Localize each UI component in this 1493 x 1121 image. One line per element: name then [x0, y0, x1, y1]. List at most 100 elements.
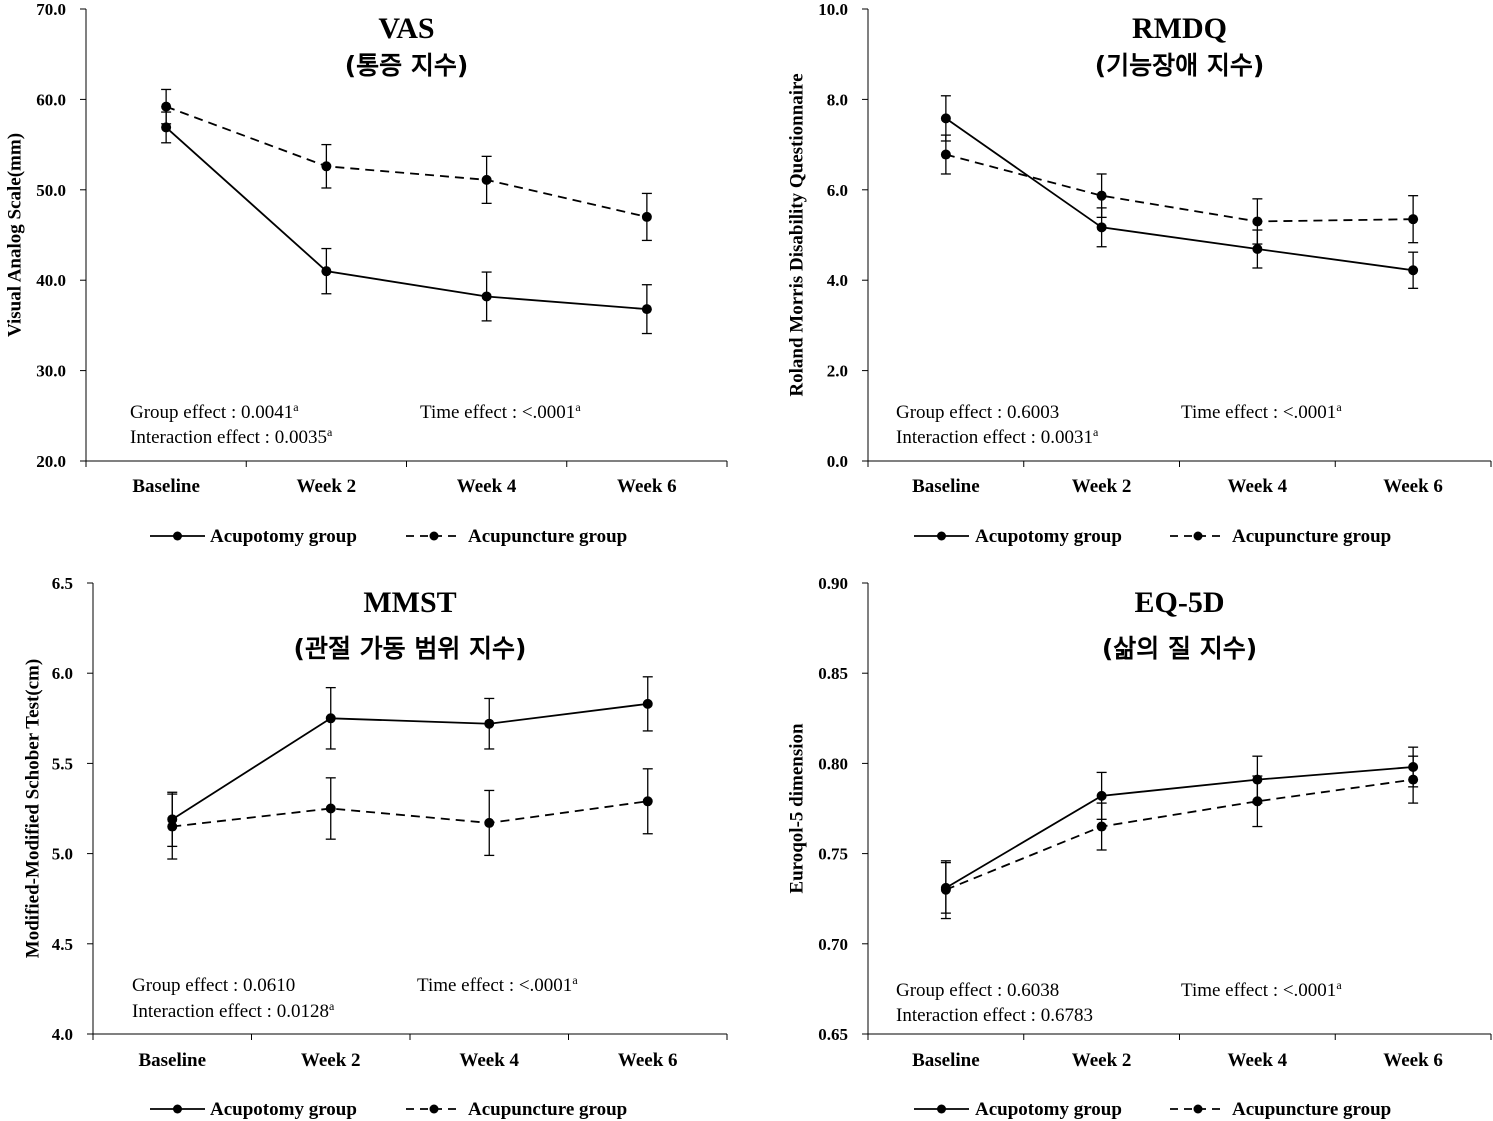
series-line	[172, 800, 648, 828]
interaction-effect-text-value: Interaction effect : 0.6783	[896, 1005, 1093, 1026]
series-line	[165, 126, 647, 311]
legend-marker	[429, 1104, 439, 1114]
data-point	[167, 821, 178, 832]
series-line	[171, 702, 648, 821]
group-effect-text-value: Group effect : 0.6003	[896, 402, 1059, 423]
legend-marker	[1193, 1104, 1203, 1114]
x-tick-label: Week 4	[457, 476, 517, 497]
data-point	[484, 718, 495, 729]
legend-label-acupuncture: Acupuncture group	[1232, 526, 1391, 547]
time-effect-text-value: Time effect : <.0001	[420, 402, 575, 423]
chart-subtitle: (통증 지수)	[345, 51, 469, 80]
series-acupotomy	[940, 95, 1419, 289]
y-tick-label: 0.0	[827, 452, 848, 471]
legend: Acupotomy group Acupuncture group	[914, 526, 1391, 547]
y-tick-label: 0.90	[818, 574, 848, 593]
series-acupotomy	[161, 111, 652, 335]
data-point	[940, 884, 951, 895]
y-tick-label: 6.0	[52, 664, 73, 683]
x-tick-label: Baseline	[132, 476, 200, 497]
legend-label-acupuncture: Acupuncture group	[468, 1099, 627, 1120]
legend: Acupotomy group Acupuncture group	[914, 1099, 1391, 1120]
chart-subtitle: (삶의 질 지수)	[1102, 634, 1257, 663]
time-effect-text-superscript: a	[1336, 978, 1342, 992]
data-point	[481, 291, 492, 302]
y-tick-label: 8.0	[827, 90, 848, 109]
y-tick-label: 50.0	[36, 181, 66, 200]
legend-label-acupotomy: Acupotomy group	[210, 1099, 357, 1120]
data-point	[642, 796, 653, 807]
y-axis-label: Roland Morris Disability Questionnaire	[786, 73, 807, 396]
data-point	[1408, 265, 1419, 276]
legend: Acupotomy group Acupuncture group	[150, 1099, 627, 1120]
time-effect-text-superscript: a	[572, 973, 578, 987]
legend-label-acupotomy: Acupotomy group	[975, 526, 1122, 547]
y-tick-label: 10.0	[818, 0, 848, 19]
chart-title: MMST	[363, 586, 456, 619]
chart-panel-vas: 20.0 30.0 40.0 50.0 60.0 70.0 Baseline Week 2 We…	[4, 0, 728, 547]
time-effect-text-superscript: a	[1336, 400, 1342, 414]
series-line	[165, 105, 648, 218]
series-line	[945, 117, 1414, 272]
y-tick-label: 5.5	[52, 754, 73, 773]
interaction-effect-text-superscript: a	[1093, 425, 1099, 439]
x-tick-label: Week 6	[618, 1050, 678, 1071]
series-acupuncture	[167, 768, 653, 860]
data-point	[641, 211, 652, 222]
time-effect-text: Time effect : <.0001a	[1181, 400, 1342, 423]
chart-subtitle: (관절 가동 범위 지수)	[294, 634, 527, 663]
interaction-effect-text: Interaction effect : 0.0031a	[896, 425, 1099, 448]
legend-label-acupotomy: Acupotomy group	[975, 1099, 1122, 1120]
data-point	[161, 101, 172, 112]
chart-title: EQ-5D	[1135, 586, 1225, 619]
time-effect-text: Time effect : <.0001a	[417, 973, 578, 996]
legend-marker	[1193, 531, 1203, 541]
y-axis-label: Euroqol-5 dimension	[786, 723, 807, 894]
y-tick-label: 0.70	[818, 935, 848, 954]
y-tick-label: 5.0	[52, 845, 73, 864]
y-tick-label: 2.0	[827, 362, 848, 381]
x-tick-label: Week 6	[1383, 1050, 1443, 1071]
legend-marker	[429, 531, 439, 541]
interaction-effect-text-value: Interaction effect : 0.0128	[132, 1001, 329, 1022]
group-effect-text-superscript: a	[293, 400, 299, 414]
interaction-effect-text: Interaction effect : 0.0128a	[132, 999, 335, 1022]
series-acupotomy	[940, 746, 1419, 914]
data-point	[481, 174, 492, 185]
time-effect-text-superscript: a	[575, 400, 581, 414]
y-tick-label: 4.5	[52, 935, 73, 954]
data-point	[940, 113, 951, 124]
data-point	[484, 817, 495, 828]
x-tick-label: Week 6	[1383, 476, 1443, 497]
interaction-effect-text: Interaction effect : 0.0035a	[130, 425, 333, 448]
group-effect-text-value: Group effect : 0.6038	[896, 980, 1059, 1001]
time-effect-text-value: Time effect : <.0001	[1181, 980, 1336, 1001]
time-effect-text-value: Time effect : <.0001	[1181, 402, 1336, 423]
group-effect-text: Group effect : 0.6003	[896, 402, 1059, 423]
legend-label-acupotomy: Acupotomy group	[210, 526, 357, 547]
data-point	[1096, 821, 1107, 832]
x-tick-label: Week 2	[297, 476, 357, 497]
interaction-effect-text-value: Interaction effect : 0.0035	[130, 427, 327, 448]
group-effect-text-value: Group effect : 0.0610	[132, 975, 295, 996]
chart-panel-rmdq: 0.0 2.0 4.0 6.0 8.0 10.0 Baseline Week 2 Week 4 W…	[786, 0, 1492, 547]
x-tick-label: Week 2	[301, 1050, 361, 1071]
y-tick-label: 60.0	[36, 90, 66, 109]
data-point	[1408, 214, 1419, 225]
x-tick-label: Week 2	[1072, 1050, 1132, 1071]
series-acupuncture	[940, 134, 1419, 245]
y-tick-label: 4.0	[827, 271, 848, 290]
y-tick-label: 0.85	[818, 664, 848, 683]
y-tick-label: 20.0	[36, 452, 66, 471]
chart-subtitle: (기능장애 지수)	[1095, 51, 1265, 80]
data-point	[161, 122, 172, 133]
time-effect-text: Time effect : <.0001a	[1181, 978, 1342, 1001]
x-tick-label: Week 4	[1228, 476, 1288, 497]
series-acupuncture	[161, 88, 652, 242]
x-tick-label: Week 6	[617, 476, 677, 497]
x-tick-label: Baseline	[912, 476, 980, 497]
legend-marker	[937, 1104, 946, 1114]
series-acupotomy	[167, 676, 653, 848]
y-tick-label: 0.80	[818, 754, 848, 773]
